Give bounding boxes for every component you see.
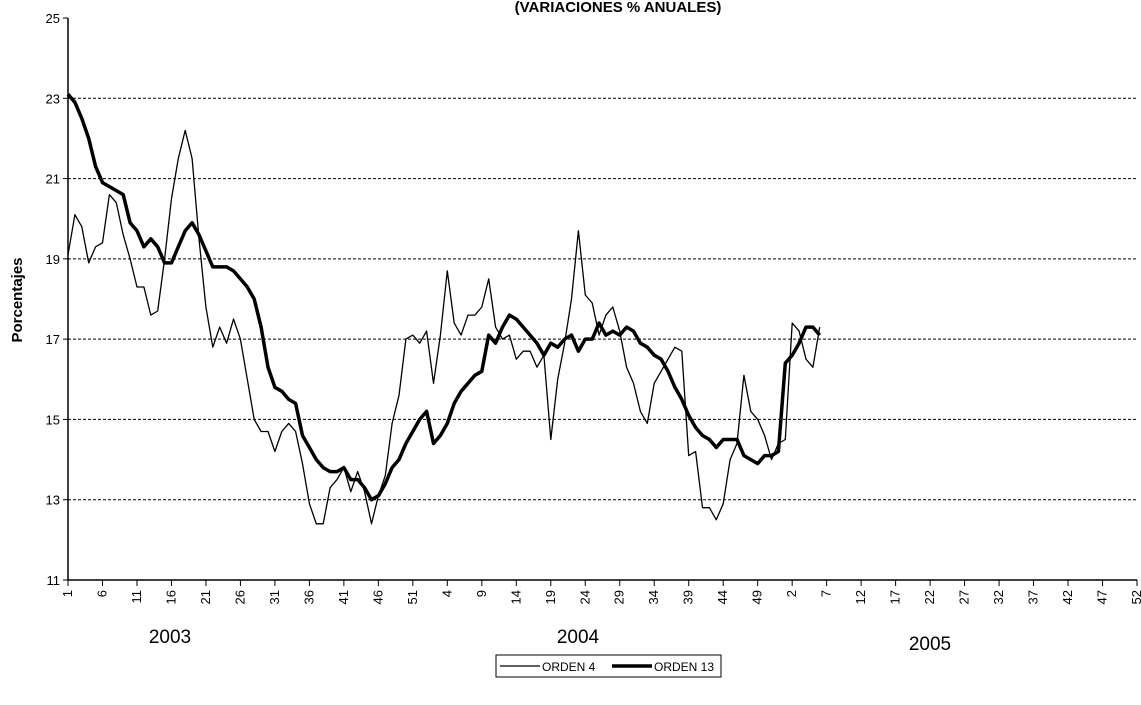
x-tick-label: 4 xyxy=(439,590,454,597)
x-tick-label: 16 xyxy=(163,590,178,604)
x-tick-label: 34 xyxy=(646,590,661,604)
x-tick-label: 47 xyxy=(1095,590,1110,604)
x-tick-label: 11 xyxy=(129,590,144,604)
x-tick-label: 49 xyxy=(750,590,765,604)
x-tick-label: 24 xyxy=(577,590,592,604)
series-line xyxy=(66,93,822,502)
x-tick-label: 26 xyxy=(232,590,247,604)
x-tick-label: 7 xyxy=(819,590,834,597)
x-tick-label: 31 xyxy=(267,590,282,604)
y-tick-label: 21 xyxy=(46,172,60,187)
y-tick-label: 19 xyxy=(46,252,60,267)
y-tick-label: 25 xyxy=(46,11,60,26)
year-label: 2004 xyxy=(557,627,600,648)
y-tick-label: 13 xyxy=(46,493,60,508)
x-tick-label: 14 xyxy=(508,590,523,604)
legend-box xyxy=(495,654,722,678)
legend-label: ORDEN 13 xyxy=(654,660,714,674)
x-tick-label: 44 xyxy=(715,590,730,604)
x-tick-label: 9 xyxy=(474,590,489,597)
y-tick-label: 17 xyxy=(46,332,60,347)
year-label: 2003 xyxy=(149,627,191,648)
x-tick-label: 19 xyxy=(543,590,558,604)
x-tick-label: 6 xyxy=(94,590,109,597)
x-tick-label: 32 xyxy=(991,590,1006,604)
x-tick-label: 21 xyxy=(198,590,213,604)
x-tick-label: 2 xyxy=(784,590,799,597)
x-tick-label: 1 xyxy=(60,590,75,597)
x-tick-label: 46 xyxy=(370,590,385,604)
x-tick-label: 17 xyxy=(888,590,903,604)
y-axis-label: Porcentajes xyxy=(9,257,26,342)
x-tick-label: 36 xyxy=(301,590,316,604)
series-line xyxy=(67,129,821,525)
x-tick-label: 29 xyxy=(612,590,627,604)
year-label: 2005 xyxy=(909,634,951,655)
x-tick-label: 42 xyxy=(1060,590,1075,604)
x-tick-label: 52 xyxy=(1129,590,1141,604)
x-tick-label: 41 xyxy=(336,590,351,604)
y-tick-label: 23 xyxy=(46,91,60,106)
x-tick-label: 22 xyxy=(922,590,937,604)
x-tick-label: 27 xyxy=(957,590,972,604)
x-tick-label: 12 xyxy=(853,590,868,604)
x-tick-label: 37 xyxy=(1026,590,1041,604)
y-tick-label: 11 xyxy=(47,573,61,588)
chart-title: (VARIACIONES % ANUALES) xyxy=(515,0,722,16)
y-tick-label: 15 xyxy=(46,412,60,427)
x-tick-label: 39 xyxy=(681,590,696,604)
legend-label: ORDEN 4 xyxy=(542,660,596,674)
x-tick-label: 51 xyxy=(405,590,420,604)
